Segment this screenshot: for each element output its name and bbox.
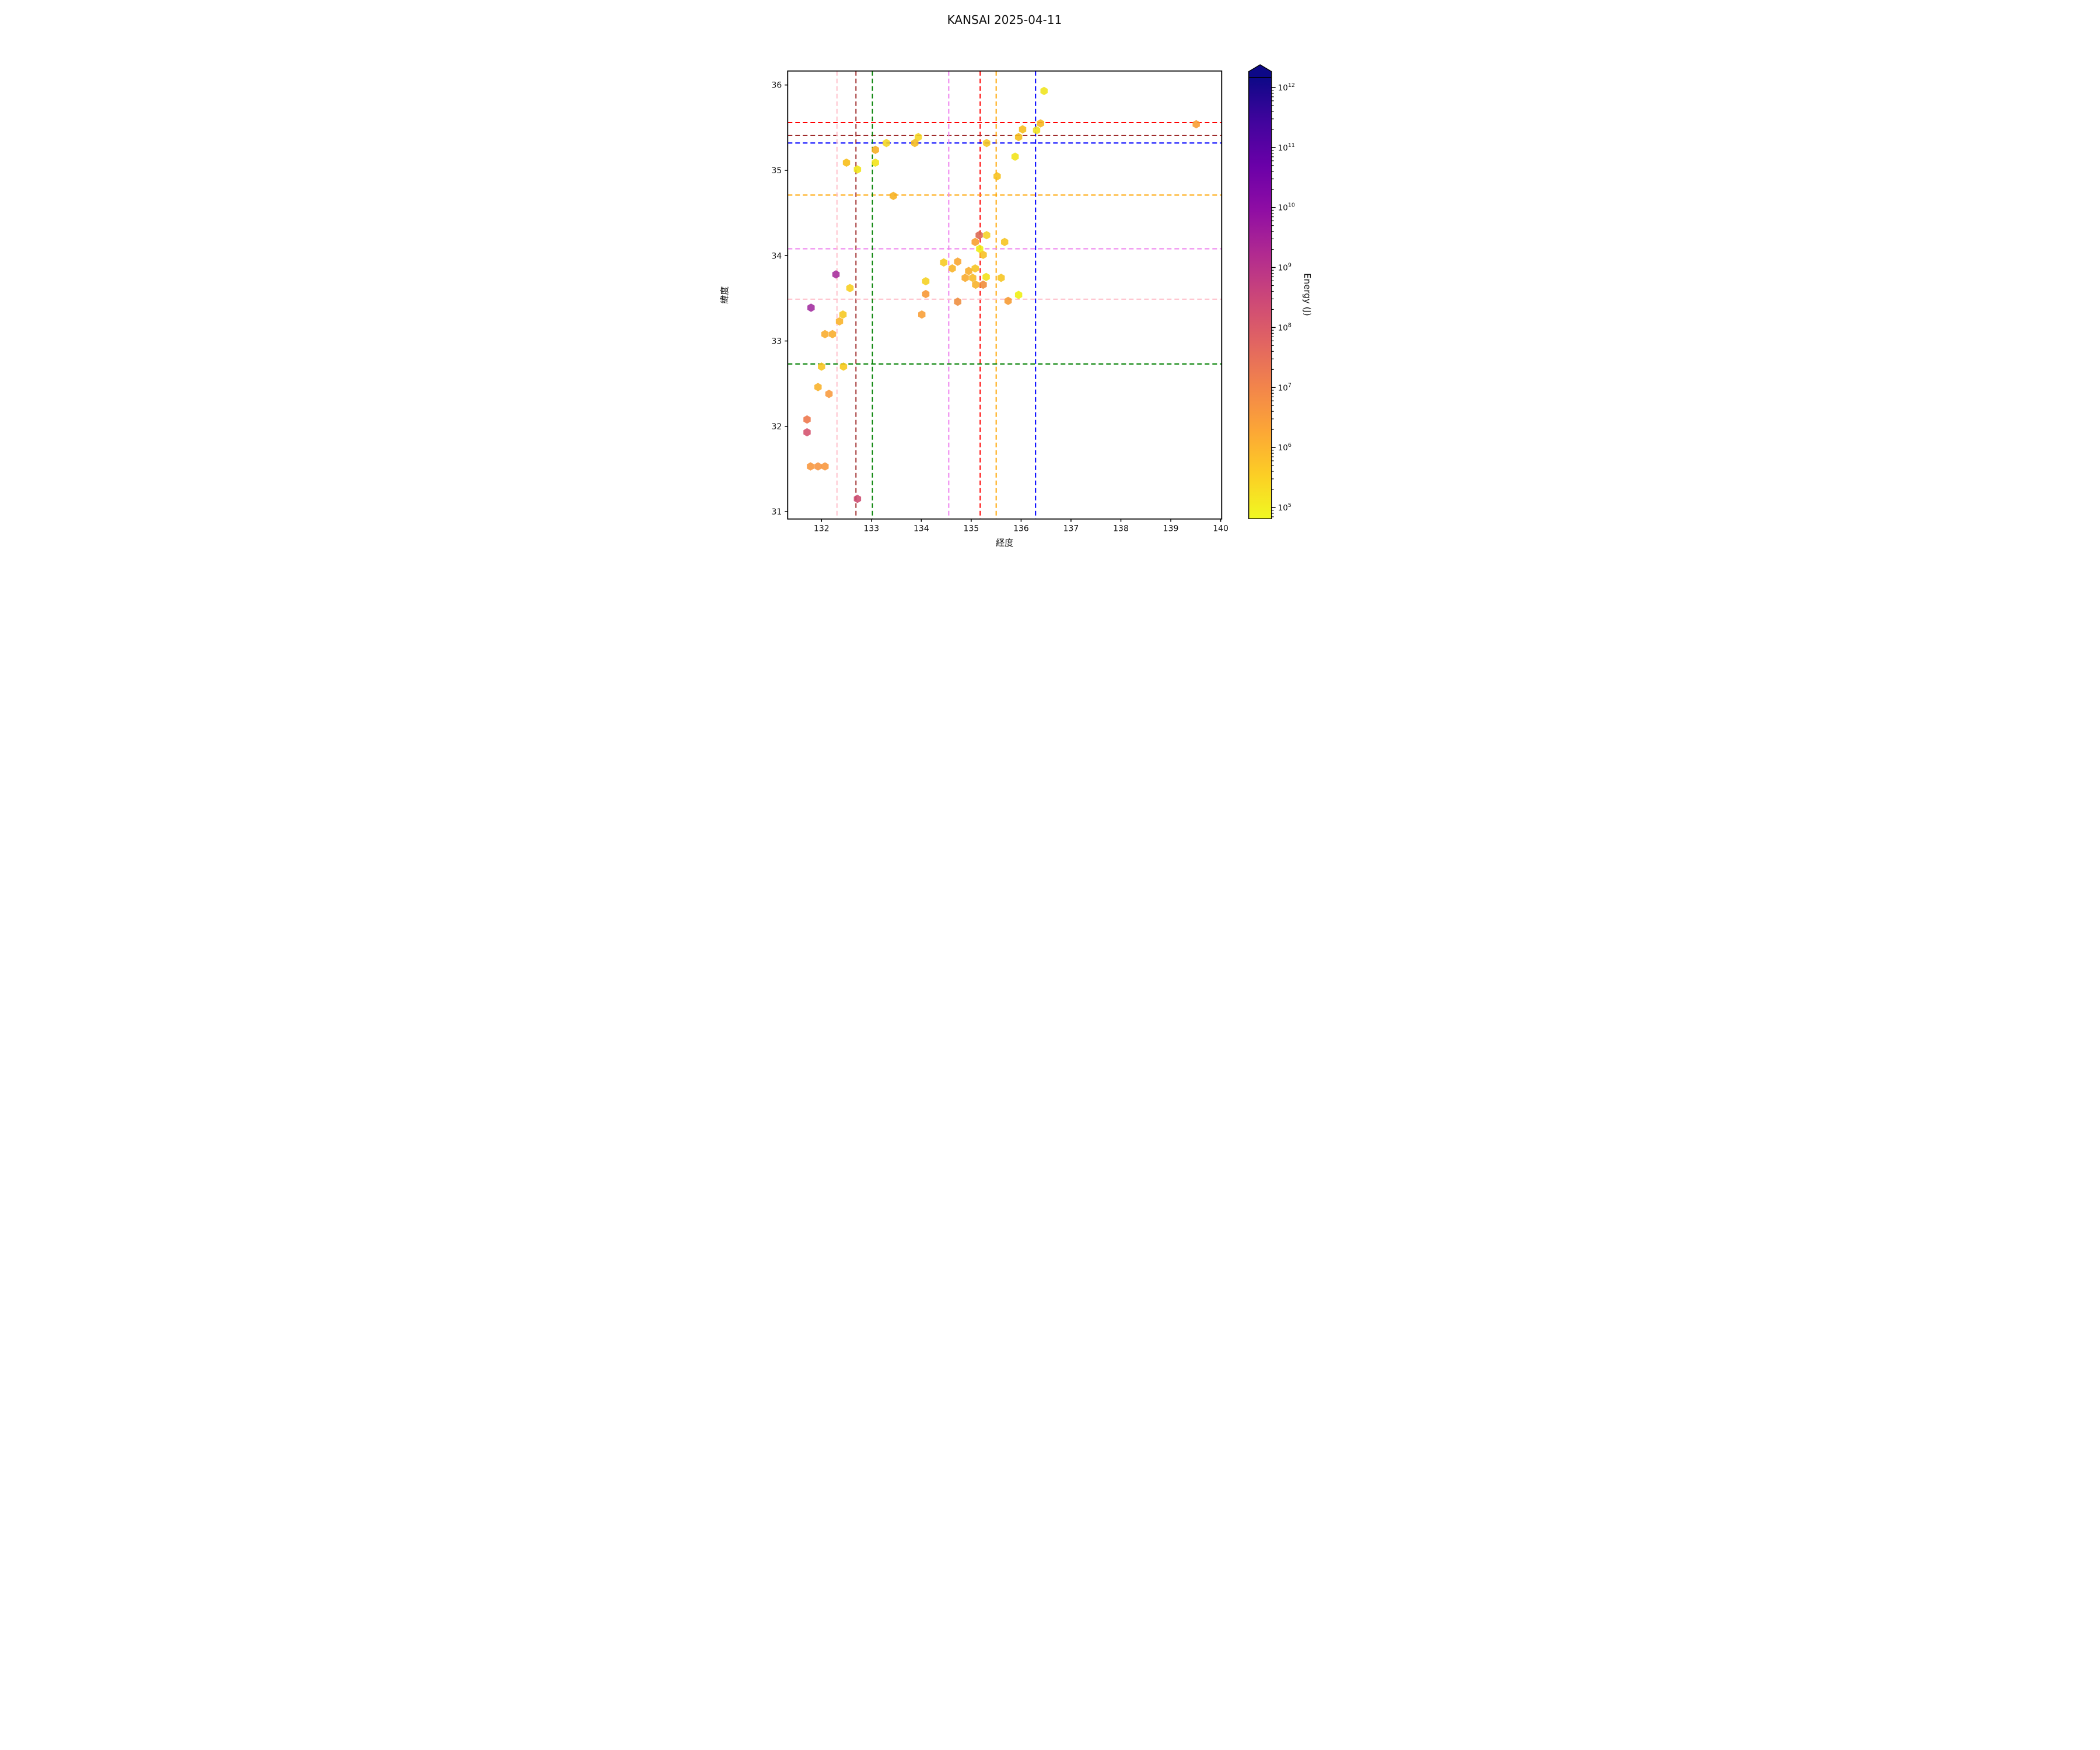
data-point: [828, 330, 836, 339]
data-point: [1011, 152, 1019, 161]
data-point: [1037, 119, 1045, 128]
x-tick-label: 132: [814, 524, 830, 534]
y-tick-label: 31: [771, 508, 782, 517]
data-point: [971, 264, 979, 273]
data-point: [979, 250, 987, 259]
data-point: [954, 257, 962, 266]
colorbar-label: Energy (J): [1302, 273, 1312, 316]
data-point: [853, 165, 862, 174]
x-tick-label: 133: [863, 524, 879, 534]
y-tick-label: 33: [771, 337, 782, 346]
data-point: [853, 494, 862, 503]
data-point: [803, 415, 811, 424]
data-point: [976, 244, 984, 253]
figure-canvas: KANSAI 2025-04-11 132 133 134 135 136 137 138 1…: [700, 0, 1400, 583]
data-point: [982, 272, 990, 282]
data-point: [842, 158, 850, 167]
data-point: [846, 284, 854, 293]
data-point: [918, 310, 926, 319]
data-point: [1014, 290, 1023, 299]
data-point: [940, 258, 948, 267]
data-point: [818, 362, 825, 371]
data-point: [915, 132, 922, 142]
x-tick-label: 140: [1213, 524, 1228, 534]
data-point: [839, 362, 848, 371]
data-point: [1000, 237, 1009, 247]
data-point: [1019, 125, 1027, 134]
data-point: [1192, 120, 1200, 129]
x-tick-label: 134: [914, 524, 929, 534]
y-axis-label: 緯度: [719, 286, 730, 304]
y-tick-label: 35: [771, 166, 782, 176]
data-point: [922, 276, 930, 286]
x-tick-label: 139: [1163, 524, 1179, 534]
colorbar: [1248, 76, 1272, 519]
colorbar-tick-label: 106: [1278, 442, 1292, 453]
data-point: [1032, 126, 1041, 135]
data-point: [821, 462, 829, 471]
data-point: [1040, 86, 1048, 96]
x-tick-label: 138: [1113, 524, 1129, 534]
data-point: [954, 298, 962, 306]
plot-title: KANSAI 2025-04-11: [947, 13, 1062, 27]
data-point: [883, 138, 890, 148]
data-point: [975, 230, 983, 240]
data-point: [825, 390, 833, 398]
colorbar-tick-label: 109: [1278, 262, 1292, 273]
data-point: [972, 280, 979, 289]
data-point: [993, 172, 1001, 181]
colorbar-tick-label: 1012: [1278, 82, 1295, 93]
colorbar-tick-label: 1010: [1278, 202, 1295, 213]
x-axis-label: 経度: [996, 538, 1013, 548]
y-tick-label: 34: [771, 251, 782, 261]
data-point: [971, 237, 979, 247]
data-point: [961, 274, 969, 282]
data-point: [965, 267, 972, 275]
axes-frame: [787, 70, 1223, 520]
colorbar-tick-label: 108: [1278, 322, 1292, 332]
x-tick-label: 137: [1063, 524, 1079, 534]
x-tick-label: 135: [964, 524, 979, 534]
data-point: [814, 383, 822, 391]
data-point: [890, 191, 897, 201]
data-point: [807, 462, 814, 471]
data-point: [835, 317, 844, 326]
data-point: [983, 138, 991, 148]
data-point: [803, 428, 811, 437]
data-point: [1014, 132, 1023, 142]
data-point: [997, 274, 1005, 282]
data-point: [807, 303, 815, 312]
data-point: [983, 230, 991, 240]
data-point: [922, 289, 930, 299]
data-point: [979, 280, 987, 289]
scatter-plot: 132 133 134 135 136 137 138 139 140 31 32 33 34 35 36 経…: [719, 64, 1312, 548]
data-point: [821, 330, 829, 339]
data-point: [911, 138, 919, 148]
y-tick-label: 36: [771, 81, 782, 90]
data-point: [872, 158, 879, 167]
colorbar-tick-label: 105: [1278, 502, 1292, 513]
colorbar-tick-label: 1011: [1278, 142, 1295, 153]
data-point: [969, 274, 977, 282]
x-tick-label: 136: [1013, 524, 1029, 534]
data-point: [949, 264, 956, 273]
data-point: [1004, 296, 1012, 305]
data-point: [839, 310, 847, 319]
colorbar-tick-label: 107: [1278, 382, 1292, 393]
data-point: [832, 270, 840, 279]
y-tick-label: 32: [771, 422, 782, 432]
data-point: [814, 462, 822, 471]
data-point: [872, 145, 879, 155]
colorbar-arrow: [1248, 64, 1272, 78]
